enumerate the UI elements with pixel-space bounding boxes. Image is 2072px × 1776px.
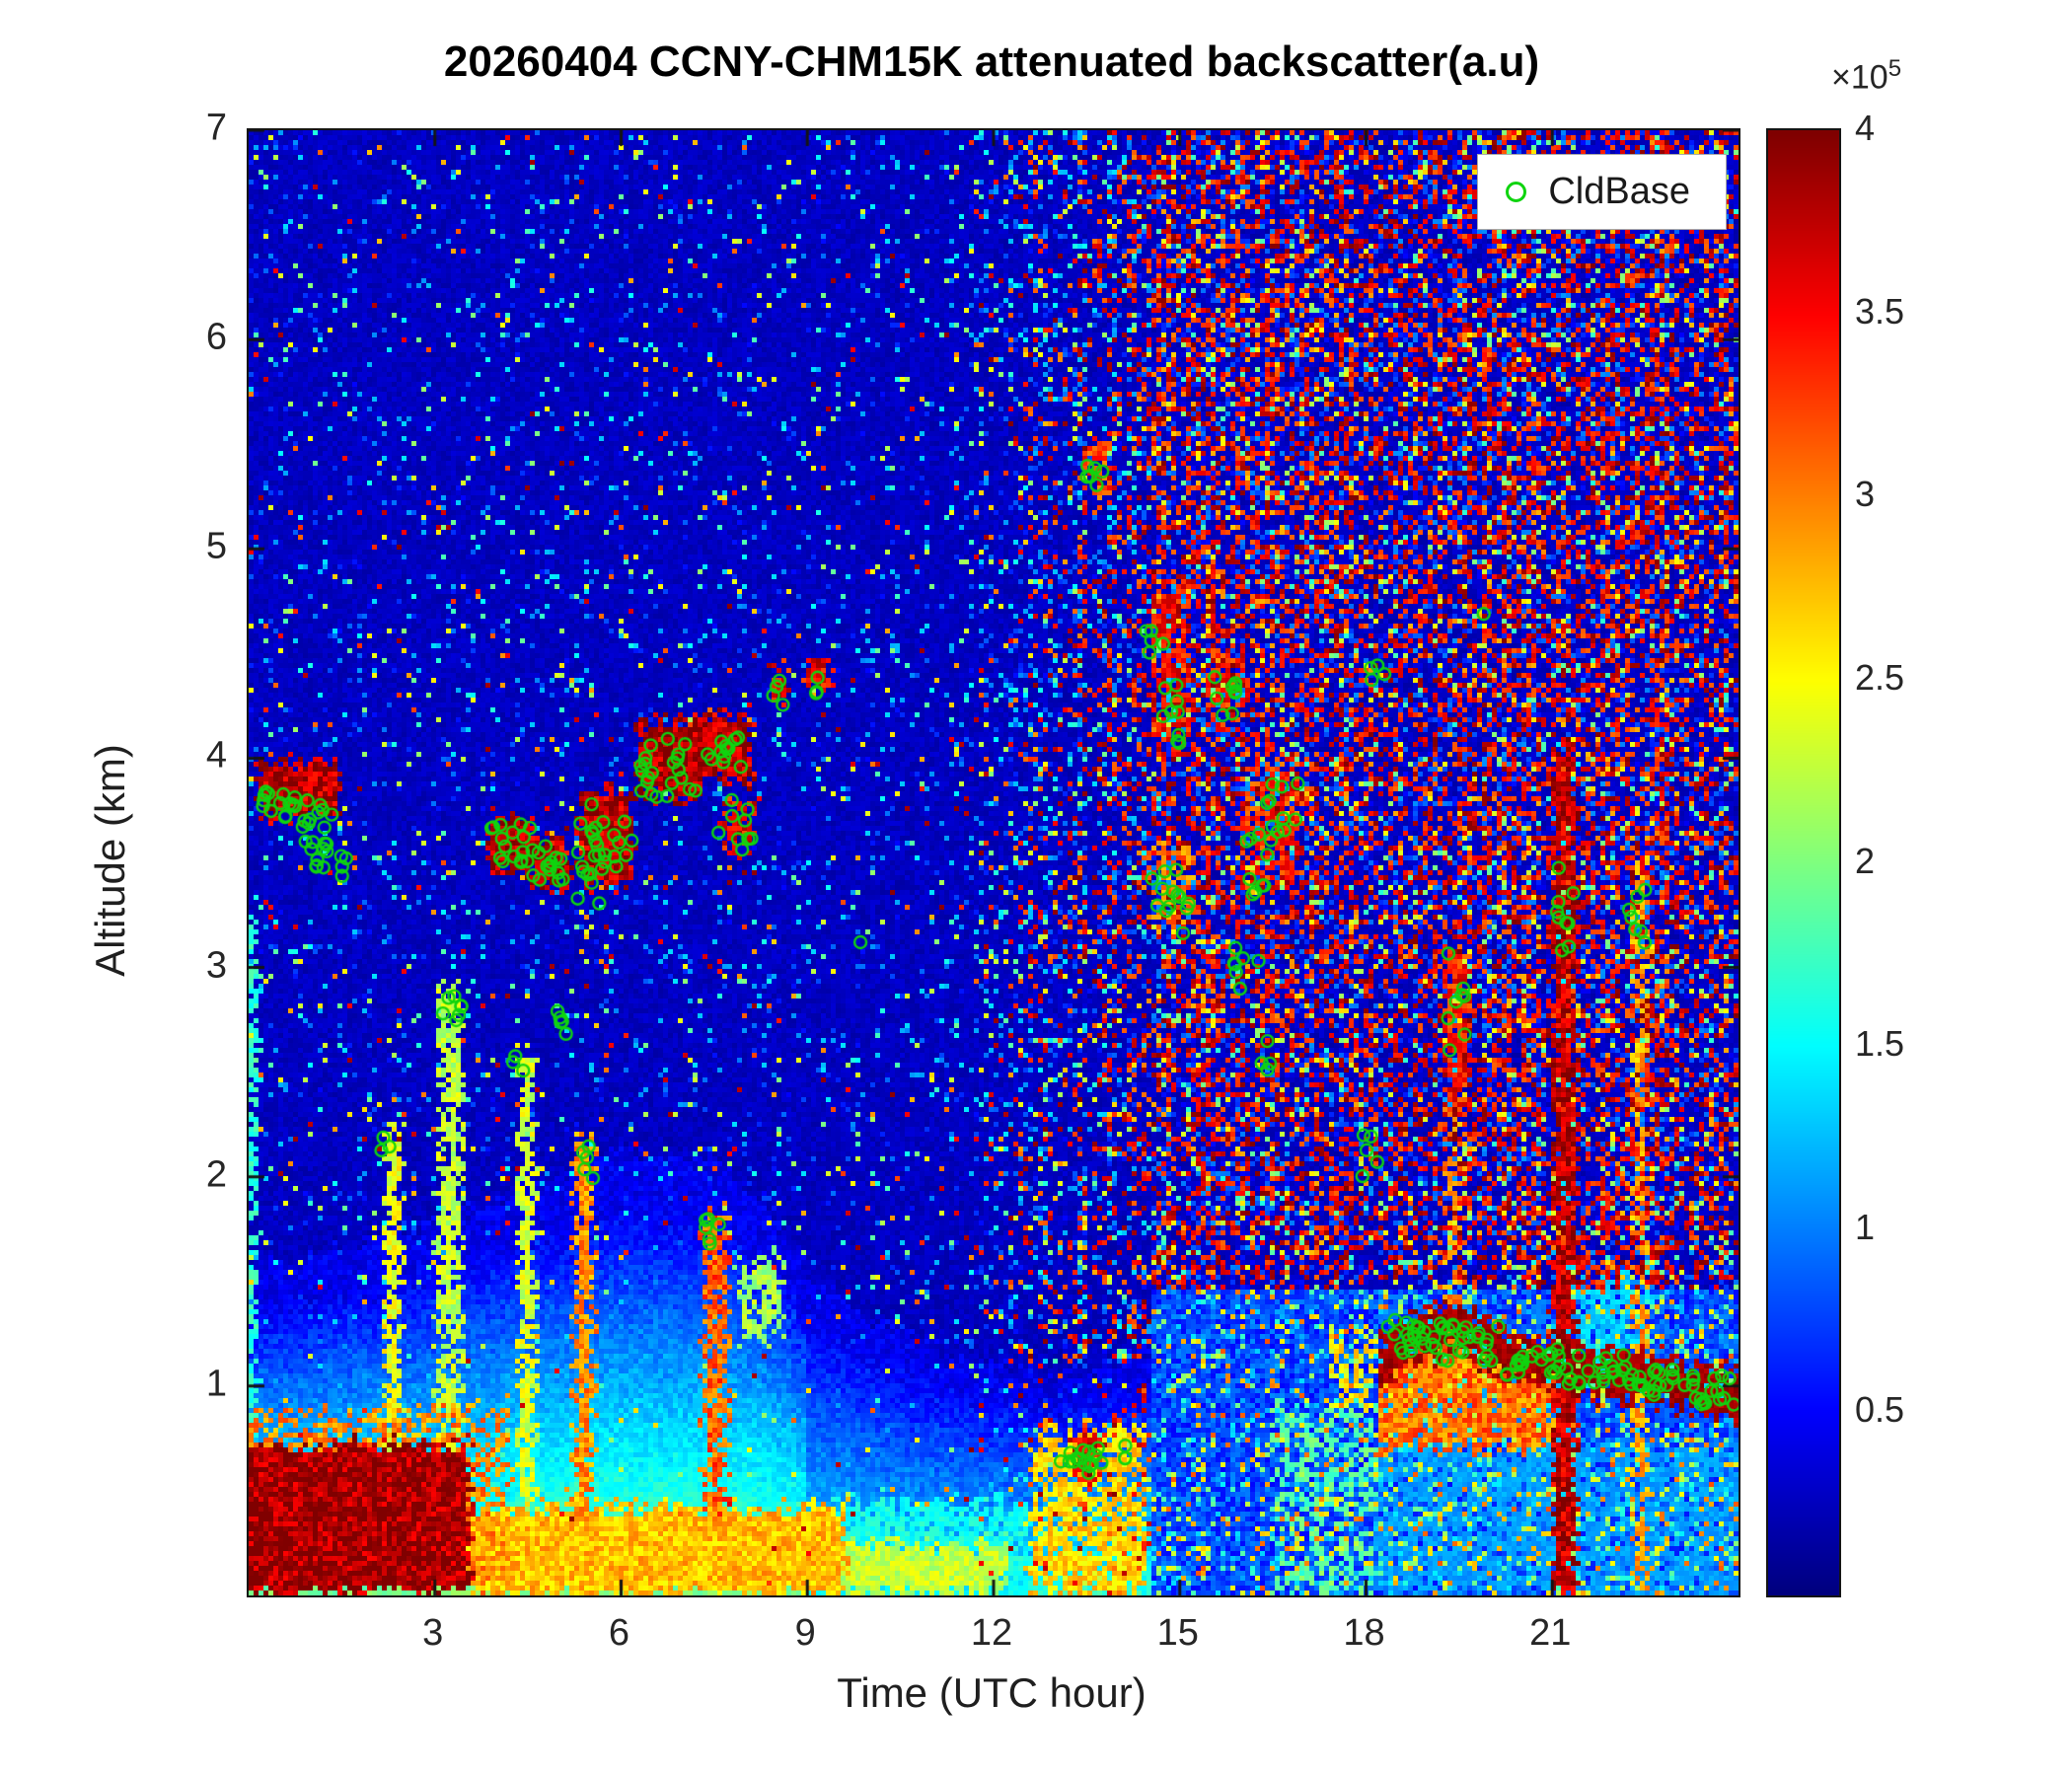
plot-title: 20260404 CCNY-CHM15K attenuated backscat… xyxy=(247,37,1737,87)
x-tick-label: 12 xyxy=(971,1612,1012,1655)
x-tick-label: 21 xyxy=(1529,1612,1571,1655)
colorbar-exponent-base: ×10 xyxy=(1831,58,1888,96)
colorbar-exponent-power: 5 xyxy=(1888,55,1901,82)
colorbar-exponent: ×105 xyxy=(1831,55,1901,97)
figure: 20260404 CCNY-CHM15K attenuated backscat… xyxy=(0,0,2072,1776)
y-tick-label: 5 xyxy=(59,526,227,568)
x-tick-label: 3 xyxy=(422,1612,443,1655)
x-tick-label: 9 xyxy=(795,1612,816,1655)
y-axis-label: Altitude (km) xyxy=(87,744,134,977)
colorbar-tick-label: 3.5 xyxy=(1855,291,1904,333)
y-tick-label: 3 xyxy=(59,944,227,987)
y-tick-label: 2 xyxy=(59,1153,227,1196)
legend: CldBase xyxy=(1477,154,1727,230)
cloudbase-markers-overlay-canvas xyxy=(249,130,1739,1595)
colorbar-tick-label: 2 xyxy=(1855,841,1875,882)
plot-area: CldBase xyxy=(247,128,1740,1597)
y-tick-label: 4 xyxy=(59,735,227,777)
colorbar-tick-label: 1 xyxy=(1855,1207,1875,1248)
colorbar-tick-label: 0.5 xyxy=(1855,1389,1904,1431)
colorbar-tick-label: 3 xyxy=(1855,474,1875,515)
colorbar-tick-label: 4 xyxy=(1855,108,1875,149)
colorbar xyxy=(1766,128,1841,1597)
x-axis-label: Time (UTC hour) xyxy=(837,1669,1146,1717)
colorbar-tick-label: 2.5 xyxy=(1855,657,1904,699)
y-tick-label: 6 xyxy=(59,317,227,359)
cldbase-marker-icon xyxy=(1506,182,1526,202)
x-tick-label: 15 xyxy=(1157,1612,1199,1655)
x-tick-label: 6 xyxy=(609,1612,629,1655)
legend-label: CldBase xyxy=(1548,171,1690,213)
y-tick-label: 1 xyxy=(59,1363,227,1405)
x-tick-label: 18 xyxy=(1343,1612,1384,1655)
colorbar-tick-label: 1.5 xyxy=(1855,1023,1904,1065)
y-tick-label: 7 xyxy=(59,108,227,150)
